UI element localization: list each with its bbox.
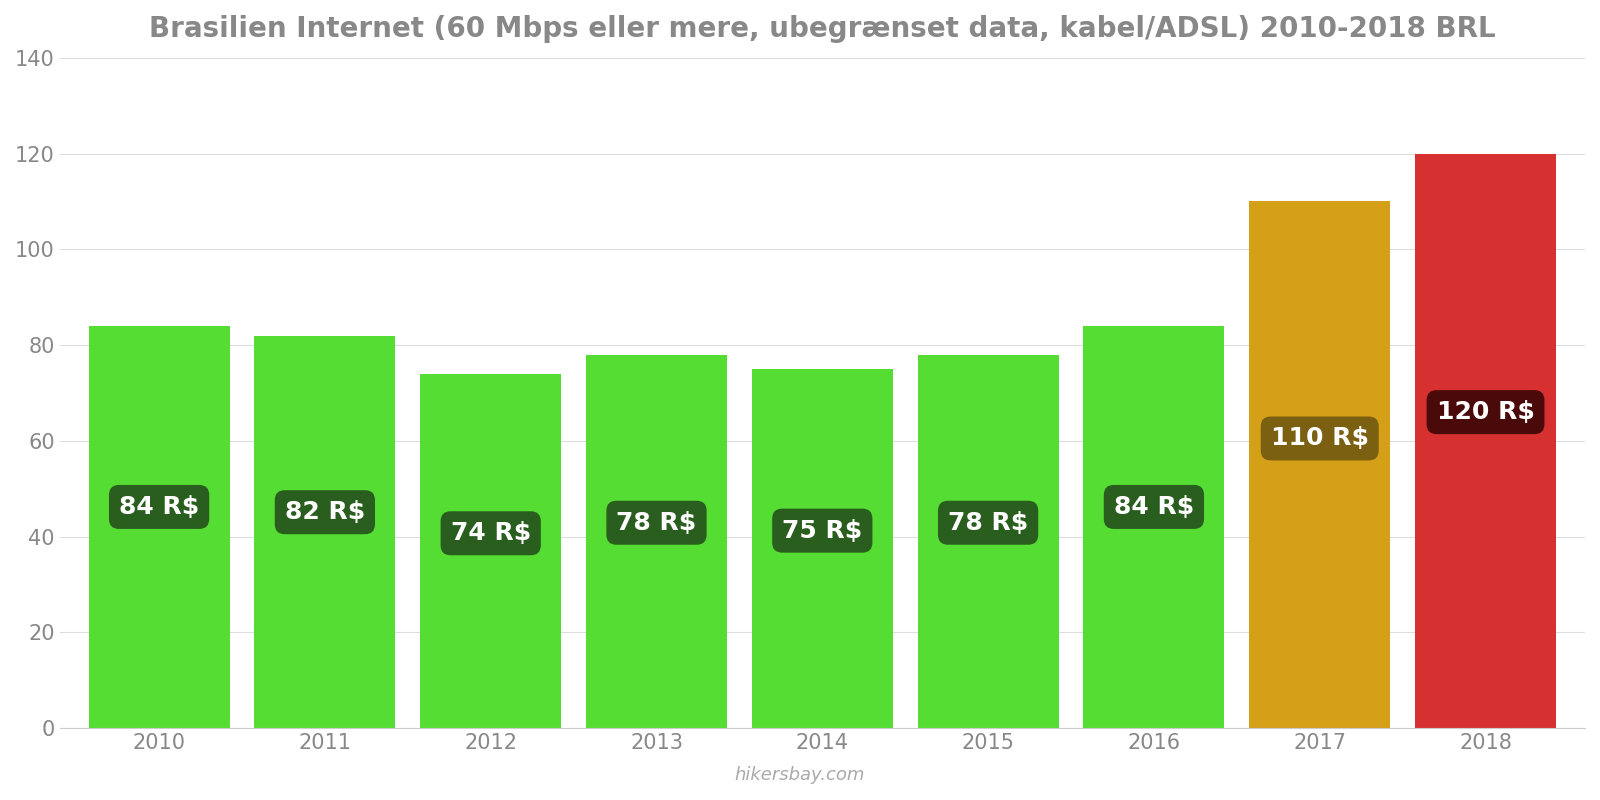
Text: 78 R$: 78 R$ [616,510,696,534]
Bar [1250,202,1390,728]
Bar [88,326,229,728]
Text: 120 R$: 120 R$ [1437,400,1534,424]
Text: hikersbay.com: hikersbay.com [734,766,866,784]
Bar [1414,154,1555,728]
Title: Brasilien Internet (60 Mbps eller mere, ubegrænset data, kabel/ADSL) 2010-2018 B: Brasilien Internet (60 Mbps eller mere, … [149,15,1496,43]
Text: 82 R$: 82 R$ [285,500,365,524]
Bar [586,354,726,728]
Bar [752,369,893,728]
Bar [1083,326,1224,728]
Text: 110 R$: 110 R$ [1270,426,1368,450]
Text: 78 R$: 78 R$ [947,510,1029,534]
Bar [918,354,1059,728]
Bar [254,335,395,728]
Text: 84 R$: 84 R$ [118,495,200,519]
Text: 74 R$: 74 R$ [451,522,531,546]
Text: 84 R$: 84 R$ [1114,495,1194,519]
Text: 75 R$: 75 R$ [782,518,862,542]
Bar [421,374,562,728]
